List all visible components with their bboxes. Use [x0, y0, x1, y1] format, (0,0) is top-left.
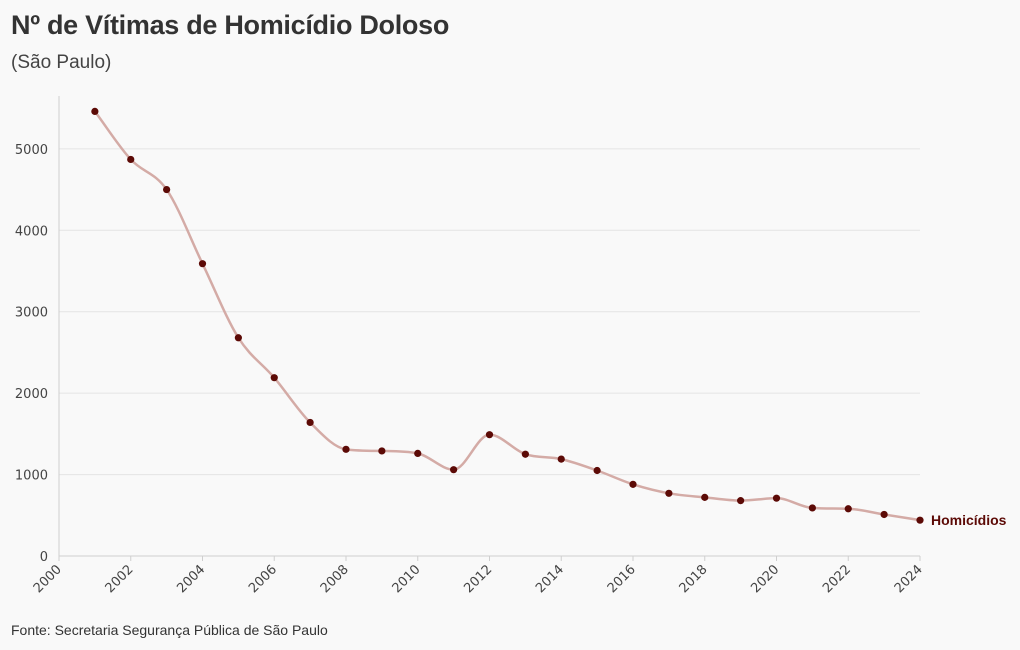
data-point-2012 — [485, 431, 494, 439]
y-tick-label: 5000 — [15, 143, 48, 158]
x-tick-label: 2022 — [820, 562, 854, 596]
data-point-2009 — [378, 447, 386, 455]
data-point-2006 — [270, 374, 278, 382]
data-point-2024 — [916, 516, 924, 524]
data-point-2015 — [593, 466, 601, 475]
chart-subtitle: (São Paulo) — [11, 52, 112, 73]
data-point-2001 — [91, 107, 99, 115]
x-tick-label: 2010 — [390, 562, 424, 596]
data-point-2008 — [342, 445, 350, 453]
data-point-2023 — [880, 510, 888, 519]
x-tick-label: 2008 — [318, 562, 352, 596]
x-axis-tick-labels: 2000 2002 2004 2006 2008 2010 2012 2014 2016 2018… — [31, 562, 926, 596]
y-tick-label: 4000 — [15, 224, 48, 239]
source-caption: Fonte: Secretaria Segurança Pública de S… — [11, 622, 328, 638]
data-point-2003 — [163, 185, 171, 194]
data-point-2018 — [701, 493, 709, 501]
series-homicidios: Homicídios — [91, 107, 1007, 528]
series-label-homicidios: Homicídios — [931, 512, 1007, 528]
x-tick-label: 2000 — [31, 562, 65, 596]
series-line-homicidios — [93, 110, 922, 522]
x-tick-label: 2006 — [246, 562, 280, 596]
x-tick-label: 2014 — [533, 562, 567, 596]
data-point-2013 — [521, 450, 529, 458]
data-point-2020 — [772, 494, 781, 502]
data-point-2019 — [737, 497, 745, 505]
y-tick-label: 2000 — [15, 387, 48, 402]
y-axis-tick-labels: 0 1000 2000 3000 4000 5000 — [15, 143, 48, 565]
x-tick-label: 2018 — [677, 562, 711, 596]
data-point-2005 — [234, 334, 242, 342]
data-point-2011 — [450, 466, 458, 474]
data-point-2007 — [306, 418, 314, 427]
x-tick-label: 2004 — [174, 562, 208, 596]
y-tick-label: 0 — [40, 550, 48, 565]
y-tick-label: 3000 — [15, 306, 48, 321]
data-point-2002 — [127, 155, 135, 164]
chart-title: Nº de Vítimas de Homicídio Doloso — [11, 10, 450, 40]
x-tick-label: 2016 — [605, 562, 639, 596]
x-tick-label: 2012 — [461, 562, 495, 596]
data-point-2010 — [414, 449, 422, 457]
x-tick-label: 2024 — [892, 562, 926, 596]
data-point-2014 — [557, 455, 565, 463]
x-tick-label: 2002 — [103, 562, 137, 596]
axes — [58, 96, 921, 561]
y-tick-label: 1000 — [15, 469, 48, 484]
grid-lines — [59, 148, 920, 476]
data-point-2017 — [665, 489, 673, 497]
data-point-2022 — [844, 505, 852, 513]
x-tick-label: 2020 — [748, 562, 782, 596]
data-point-2004 — [198, 260, 207, 268]
data-point-2016 — [629, 480, 637, 488]
data-point-2021 — [808, 504, 816, 512]
